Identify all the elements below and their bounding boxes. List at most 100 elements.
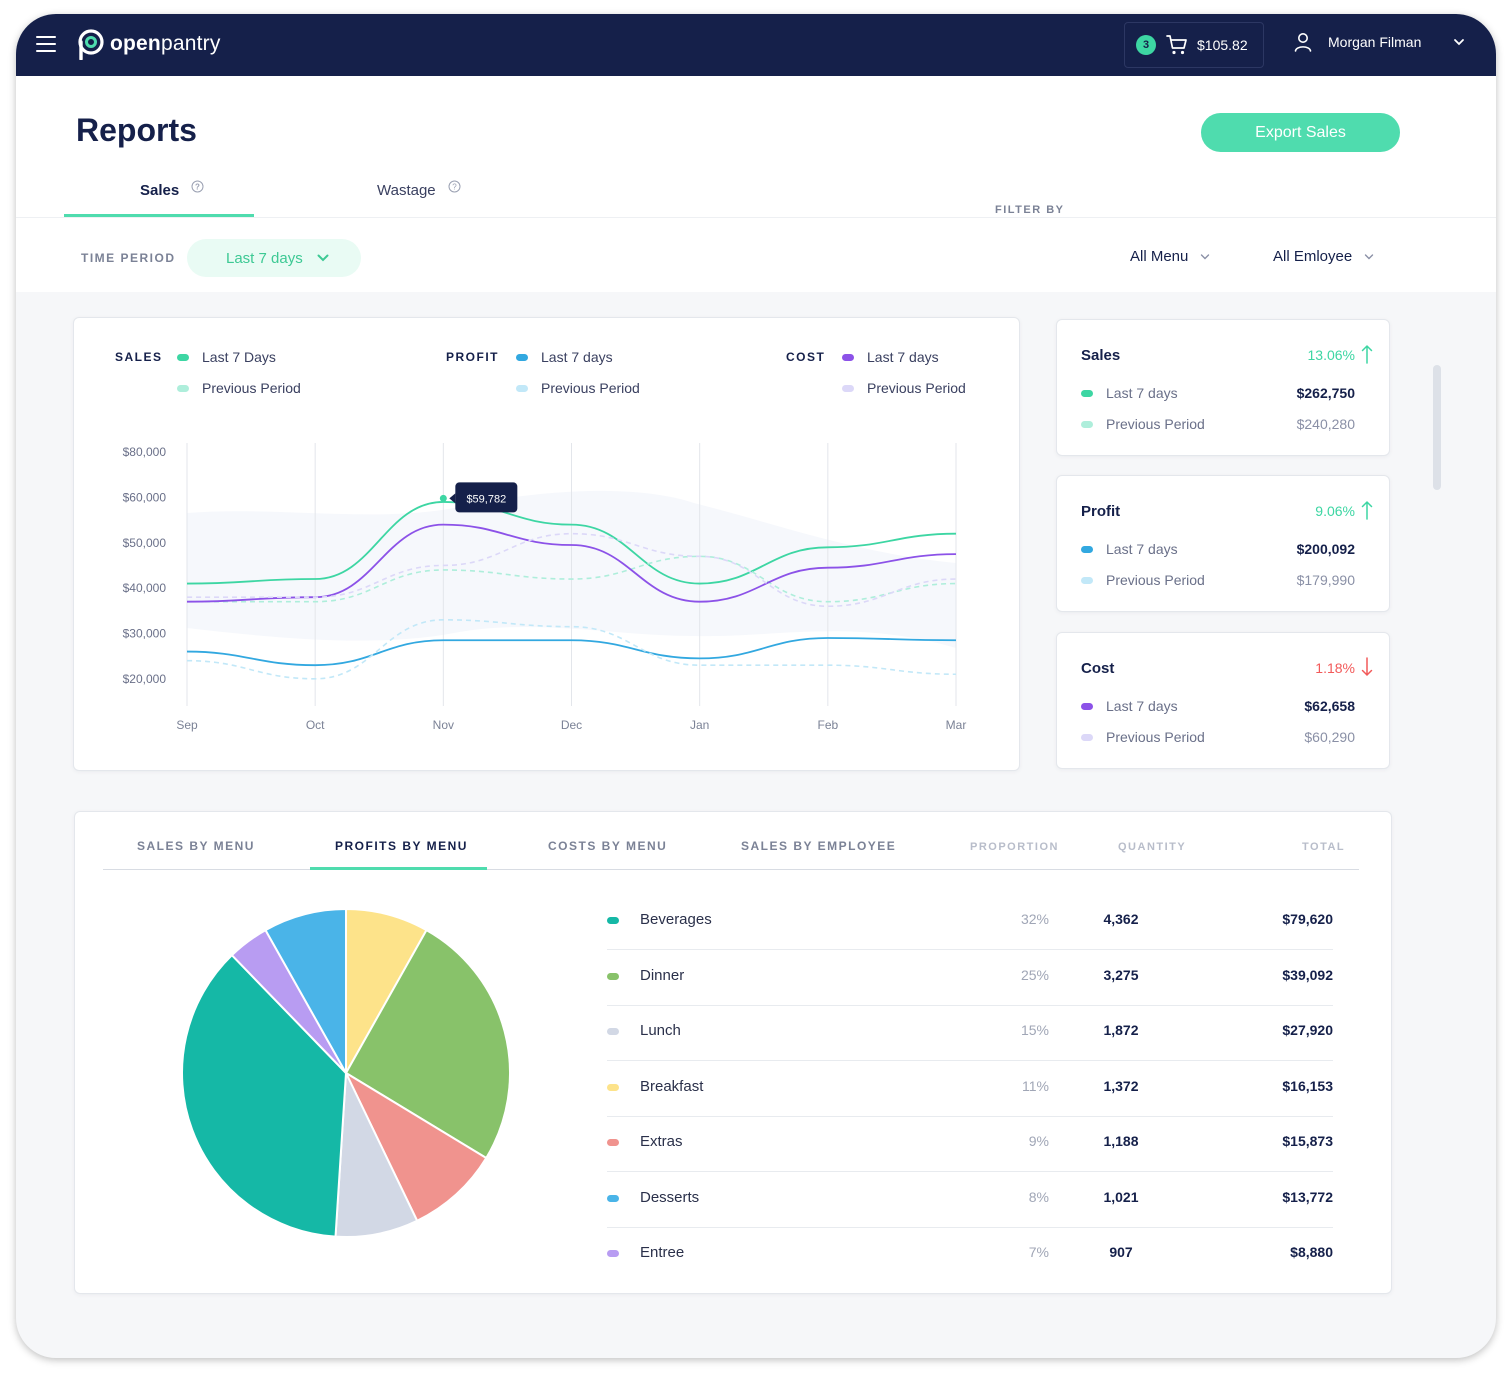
stat-change: 9.06% — [1315, 503, 1355, 519]
category-total: $39,092 — [1282, 966, 1333, 983]
openpantry-logo-icon — [78, 29, 104, 60]
page-header: Reports Export Sales Sales ? Wastage ? F… — [16, 76, 1496, 292]
menu-filter-select[interactable]: All Menu — [1130, 248, 1210, 265]
export-sales-button[interactable]: Export Sales — [1201, 113, 1400, 152]
stat-label: Previous Period — [1106, 416, 1205, 432]
chevron-down-icon — [1365, 253, 1374, 259]
active-tab-indicator — [310, 867, 487, 870]
tab-sales-by-employee[interactable]: SALES BY EMPLOYEE — [741, 839, 897, 853]
category-name: Breakfast — [640, 1077, 704, 1095]
line-chart[interactable]: Sep Oct Nov Dec Jan Feb Mar $80,000 $60,000 $50,0… — [74, 318, 1021, 772]
legend-label: Previous Period — [202, 380, 301, 396]
pie-slice-beverages[interactable] — [181, 953, 348, 1238]
tab-costs-by-menu[interactable]: COSTS BY MENU — [548, 839, 668, 853]
stat-value: $240,280 — [1296, 416, 1355, 432]
arrow-up-icon — [1361, 344, 1373, 364]
tooltip-label: $59,782 — [466, 493, 506, 505]
table-row[interactable]: Desserts 8% 1,021 $13,772 — [607, 1172, 1333, 1228]
category-quantity: 1,872 — [1103, 1022, 1139, 1038]
brand-logo[interactable]: openpantry — [76, 28, 221, 60]
legend-dot — [516, 384, 528, 392]
help-icon[interactable]: ? — [191, 180, 204, 193]
stat-value: $60,290 — [1304, 729, 1355, 745]
tab-sales[interactable]: Sales ? — [140, 180, 204, 199]
table-row[interactable]: Dinner 25% 3,275 $39,092 — [607, 950, 1333, 1006]
series-line[interactable] — [187, 555, 957, 603]
legend-profit-previous[interactable]: Previous Period — [516, 380, 640, 396]
stat-row-current: Last 7 days $62,658 — [1081, 698, 1355, 714]
pie-slice-extras[interactable] — [343, 1070, 488, 1223]
arrow-up-icon — [1361, 500, 1373, 520]
table-row[interactable]: Extras 9% 1,188 $15,873 — [607, 1116, 1333, 1172]
stat-value: $262,750 — [1296, 385, 1355, 401]
time-period-select[interactable]: Last 7 days — [187, 239, 361, 277]
sales-stat-card[interactable]: Sales 13.06% Last 7 days $262,750 Previou… — [1056, 319, 1390, 456]
table-row[interactable]: Lunch 15% 1,872 $27,920 — [607, 1005, 1333, 1061]
cost-stat-card[interactable]: Cost 1.18% Last 7 days $62,658 Previous P… — [1056, 632, 1390, 769]
employee-filter-select[interactable]: All Emloyee — [1273, 248, 1374, 265]
series-line[interactable] — [186, 501, 957, 585]
legend-label: Previous Period — [541, 380, 640, 396]
legend-sales-current[interactable]: Last 7 Days — [177, 349, 276, 365]
y-tick-label: $80,000 — [123, 445, 167, 459]
help-icon[interactable]: ? — [448, 180, 461, 193]
page-title: Reports — [76, 112, 197, 148]
hamburger-menu-icon[interactable] — [36, 36, 56, 52]
category-color-dot — [607, 917, 619, 924]
chevron-down-icon — [317, 254, 329, 262]
stats-scrollbar[interactable] — [1433, 365, 1441, 490]
legend-sales-title: SALES — [115, 350, 163, 364]
table-row[interactable]: Beverages 32% 4,362 $79,620 — [607, 894, 1333, 950]
category-quantity: 4,362 — [1103, 911, 1139, 927]
category-color-dot — [607, 972, 619, 980]
stat-dot — [1081, 733, 1093, 741]
tooltip-box — [455, 482, 518, 513]
pie-slice-desserts[interactable] — [264, 908, 347, 1077]
category-total: $79,620 — [1282, 911, 1333, 927]
cart-button[interactable]: 3 $105.82 — [1124, 22, 1264, 68]
tab-wastage-label: Wastage — [377, 182, 436, 199]
column-header-proportion: PROPORTION — [970, 841, 1059, 853]
category-color-dot — [607, 1139, 619, 1146]
table-row[interactable]: Breakfast 11% 1,372 $16,153 — [607, 1061, 1333, 1117]
tab-sales-by-menu[interactable]: SALES BY MENU — [137, 839, 255, 853]
stat-row-current: Last 7 days $262,750 — [1081, 385, 1355, 401]
legend-sales-previous[interactable]: Previous Period — [177, 380, 301, 396]
x-tick-label: Dec — [561, 718, 582, 732]
pie-chart[interactable] — [181, 908, 511, 1238]
menu-filter-value: All Menu — [1130, 248, 1189, 265]
category-name: Lunch — [640, 1022, 681, 1039]
category-color-dot — [607, 1028, 619, 1035]
tab-wastage[interactable]: Wastage ? — [377, 180, 461, 199]
series-line[interactable] — [186, 637, 957, 667]
legend-cost-previous[interactable]: Previous Period — [842, 380, 966, 396]
tab-profits-by-menu[interactable]: PROFITS BY MENU — [335, 839, 468, 853]
profit-stat-card[interactable]: Profit 9.06% Last 7 days $200,092 Previou… — [1056, 475, 1390, 612]
cart-total: $105.82 — [1197, 37, 1248, 53]
user-menu[interactable]: Morgan Filman — [1294, 32, 1465, 52]
series-line[interactable] — [187, 532, 957, 608]
table-row[interactable]: Entree 7% 907 $8,880 — [607, 1227, 1333, 1283]
stat-dot — [1081, 389, 1093, 397]
legend-label: Last 7 days — [867, 349, 939, 365]
employee-filter-value: All Emloyee — [1273, 248, 1353, 265]
stat-row-previous: Previous Period $240,280 — [1081, 416, 1355, 432]
category-quantity: 907 — [1109, 1244, 1133, 1260]
stat-label: Last 7 days — [1106, 541, 1178, 557]
cart-icon — [1166, 35, 1187, 55]
stat-row-current: Last 7 days $200,092 — [1081, 541, 1355, 557]
category-name: Extras — [640, 1133, 683, 1150]
y-tick-label: $30,000 — [123, 626, 167, 640]
legend-profit-current[interactable]: Last 7 days — [516, 349, 613, 365]
app-window: openpantry 3 $105.82 Morgan Filman Repor… — [16, 14, 1496, 1358]
legend-dot — [516, 353, 528, 361]
stat-label: Last 7 days — [1106, 385, 1178, 401]
legend-cost-current[interactable]: Last 7 days — [842, 349, 939, 365]
tab-sales-label: Sales — [140, 182, 180, 199]
sales-chart-card: Sep Oct Nov Dec Jan Feb Mar $80,000 $60,000 $50,0… — [73, 317, 1020, 771]
series-line[interactable] — [186, 619, 957, 680]
legend-dot — [177, 384, 189, 392]
x-tick-label: Feb — [817, 718, 838, 732]
pie-slice-dinner[interactable] — [344, 928, 511, 1160]
stat-dot — [1081, 420, 1093, 428]
